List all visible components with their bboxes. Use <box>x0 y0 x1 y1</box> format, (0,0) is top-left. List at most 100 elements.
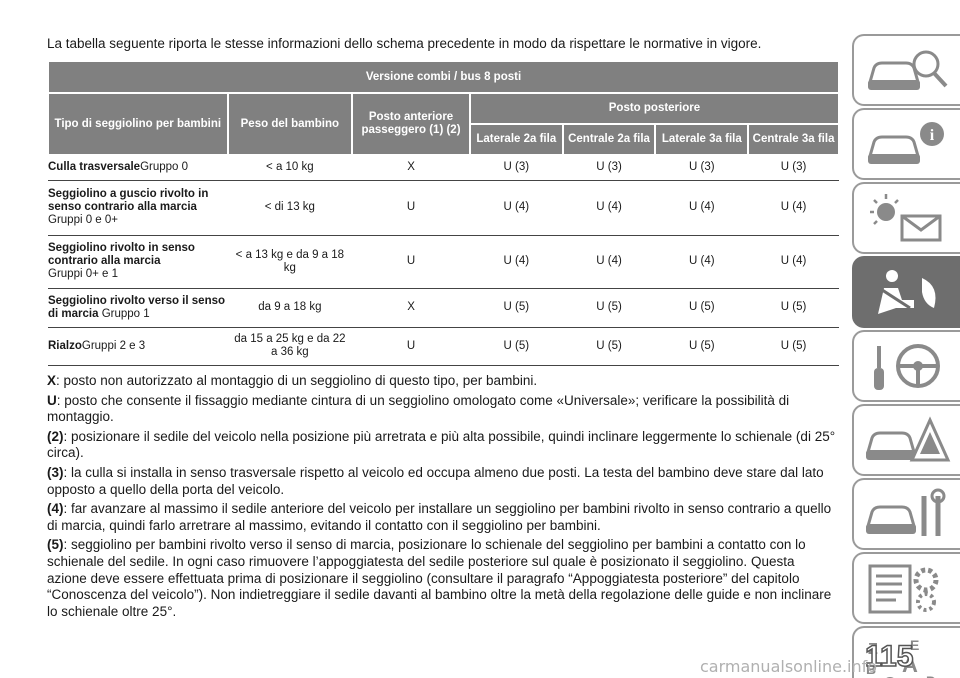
note-key: (4) <box>47 501 64 517</box>
svg-text:i: i <box>930 127 935 144</box>
tab-car-search[interactable] <box>852 34 960 106</box>
seat-group: Gruppo 1 <box>101 307 150 320</box>
note-text: : seggiolino per bambini rivolto verso i… <box>47 537 832 619</box>
tab-warning-lights[interactable] <box>852 182 960 254</box>
rear-seat-cell: U (5) <box>469 288 563 328</box>
table-row: Culla trasversaleGruppo 0 < a 10 kg X U … <box>48 155 839 181</box>
seat-type-name: Rialzo <box>48 339 82 352</box>
front-seat-cell: U <box>352 180 470 236</box>
rear-seat-cell: U (4) <box>562 235 656 289</box>
tab-car-breakdown[interactable] <box>852 404 960 476</box>
note-text: : far avanzare al massimo il sedile ante… <box>47 501 832 533</box>
front-seat-cell: X <box>352 155 470 181</box>
child-seat-table: Versione combi / bus 8 posti Tipo di seg… <box>47 62 841 366</box>
key-steering-icon <box>874 344 940 390</box>
rear-seat-cell: U (4) <box>469 235 563 289</box>
rear-seat-cell: U (4) <box>655 235 749 289</box>
seat-group: Gruppo 0 <box>140 161 189 174</box>
table-row: Seggiolino rivolto in senso contrario al… <box>48 235 839 289</box>
table-row: RialzoGruppi 2 e 3 da 15 a 25 kg e da 22… <box>48 327 839 366</box>
index-letter: T <box>896 675 905 678</box>
rear-seat-cell: U (3) <box>562 155 656 181</box>
note-key: U <box>47 392 57 408</box>
car-breakdown-icon <box>866 416 951 462</box>
note-4: (4): far avanzare al massimo il sedile a… <box>47 501 837 534</box>
header-rear-col: Laterale 2a fila <box>468 123 564 156</box>
rear-seat-cell: U (4) <box>562 180 656 236</box>
tab-index[interactable]: Z E B A C T D <box>852 626 960 678</box>
rear-seat-cell: U (3) <box>748 155 839 181</box>
table-row: Seggiolino a guscio rivolto in senso con… <box>48 180 839 236</box>
watermark: carmanualsonline.info <box>700 657 878 676</box>
note-text: : posto non autorizzato al montaggio di … <box>56 373 538 388</box>
index-letter: Z <box>868 641 878 658</box>
seat-type-cell: Seggiolino rivolto verso il senso di mar… <box>48 288 228 328</box>
note-text: : la culla si installa in senso trasvers… <box>47 464 824 497</box>
rear-seat-cell: U (4) <box>469 180 563 236</box>
front-seat-cell: U <box>352 235 470 289</box>
header-rear-seat: Posto posteriore <box>468 92 841 125</box>
table-row: Seggiolino rivolto verso il senso di mar… <box>48 288 839 328</box>
warning-lights-icon <box>870 194 942 242</box>
tab-child-seat-airbag[interactable] <box>852 256 960 328</box>
note-key: (2) <box>47 428 64 444</box>
header-rear-col: Laterale 3a fila <box>654 123 750 156</box>
notes-section: X: posto non autorizzato al montaggio di… <box>47 373 837 623</box>
rear-seat-cell: U (4) <box>655 180 749 236</box>
front-seat-cell: X <box>352 288 470 328</box>
index-letter: E <box>910 637 919 653</box>
specs-gear-icon <box>868 564 939 614</box>
note-key: (5) <box>47 537 64 553</box>
table-title: Versione combi / bus 8 posti <box>47 62 840 94</box>
index-letter: B <box>866 661 876 677</box>
note-2: (2): posizionare il sedile del veicolo n… <box>47 429 837 462</box>
note-text: : posto che consente il fissaggio median… <box>47 392 790 425</box>
car-info-icon: i <box>868 122 944 164</box>
seat-type-name: Seggiolino rivolto verso il senso di mar… <box>48 294 226 320</box>
page-number: 115 <box>864 639 914 674</box>
seat-type-cell: Seggiolino a guscio rivolto in senso con… <box>48 180 228 236</box>
tab-car-tools[interactable] <box>852 478 960 550</box>
seat-group: Gruppi 0 e 0+ <box>48 214 119 226</box>
rear-seat-cell: U (3) <box>655 155 749 181</box>
header-rear-col: Centrale 3a fila <box>747 123 840 156</box>
rear-seat-cell: U (5) <box>562 327 656 366</box>
note-key: X <box>47 373 57 388</box>
seat-type-name: Culla trasversale <box>48 161 141 174</box>
rear-seat-cell: U (5) <box>469 327 563 366</box>
header-weight: Peso del bambino <box>226 92 354 156</box>
weight-cell: < a 10 kg <box>227 155 353 181</box>
note-3: (3): la culla si installa in senso trasv… <box>47 465 837 498</box>
seat-group: Gruppi 0+ e 1 <box>48 268 119 280</box>
tab-car-info[interactable]: i <box>852 108 960 180</box>
note-5: (5): seggiolino per bambini rivolto vers… <box>47 537 837 620</box>
rear-seat-cell: U (5) <box>562 288 656 328</box>
intro-text: La tabella seguente riporta le stesse in… <box>47 36 762 51</box>
header-type: Tipo di seggiolino per bambini <box>47 92 229 156</box>
note-key: (3) <box>47 464 64 480</box>
note-u: U: posto che consente il fissaggio media… <box>47 393 837 426</box>
rear-seat-cell: U (4) <box>748 235 839 289</box>
rear-seat-cell: U (4) <box>748 180 839 236</box>
seat-group: Gruppi 2 e 3 <box>81 339 146 352</box>
rear-seat-cell: U (3) <box>469 155 563 181</box>
index-letter: A <box>902 652 918 677</box>
index-letter: D <box>926 673 936 678</box>
rear-seat-cell: U (5) <box>748 327 839 366</box>
tab-specs[interactable] <box>852 552 960 624</box>
seat-type-name: Seggiolino a guscio rivolto in senso con… <box>48 188 209 213</box>
index-letters-icon: Z E B A C T D <box>866 637 936 678</box>
front-seat-cell: U <box>352 327 470 366</box>
seat-type-cell: Seggiolino rivolto in senso contrario al… <box>48 235 228 289</box>
header-rear-col: Centrale 2a fila <box>561 123 657 156</box>
seat-type-cell: RialzoGruppi 2 e 3 <box>48 327 228 366</box>
seat-type-cell: Culla trasversaleGruppo 0 <box>48 155 228 181</box>
weight-cell: da 9 a 18 kg <box>227 288 353 328</box>
header-front-seat: Posto anteriore passeggero (1) (2) <box>351 92 471 156</box>
child-seat-airbag-icon <box>875 270 936 314</box>
index-letter: C <box>884 675 896 678</box>
tab-key-steering[interactable] <box>852 330 960 402</box>
rear-seat-cell: U (5) <box>748 288 839 328</box>
weight-cell: da 15 a 25 kg e da 22 a 36 kg <box>227 327 353 366</box>
seat-type-name: Seggiolino rivolto in senso contrario al… <box>48 242 195 267</box>
